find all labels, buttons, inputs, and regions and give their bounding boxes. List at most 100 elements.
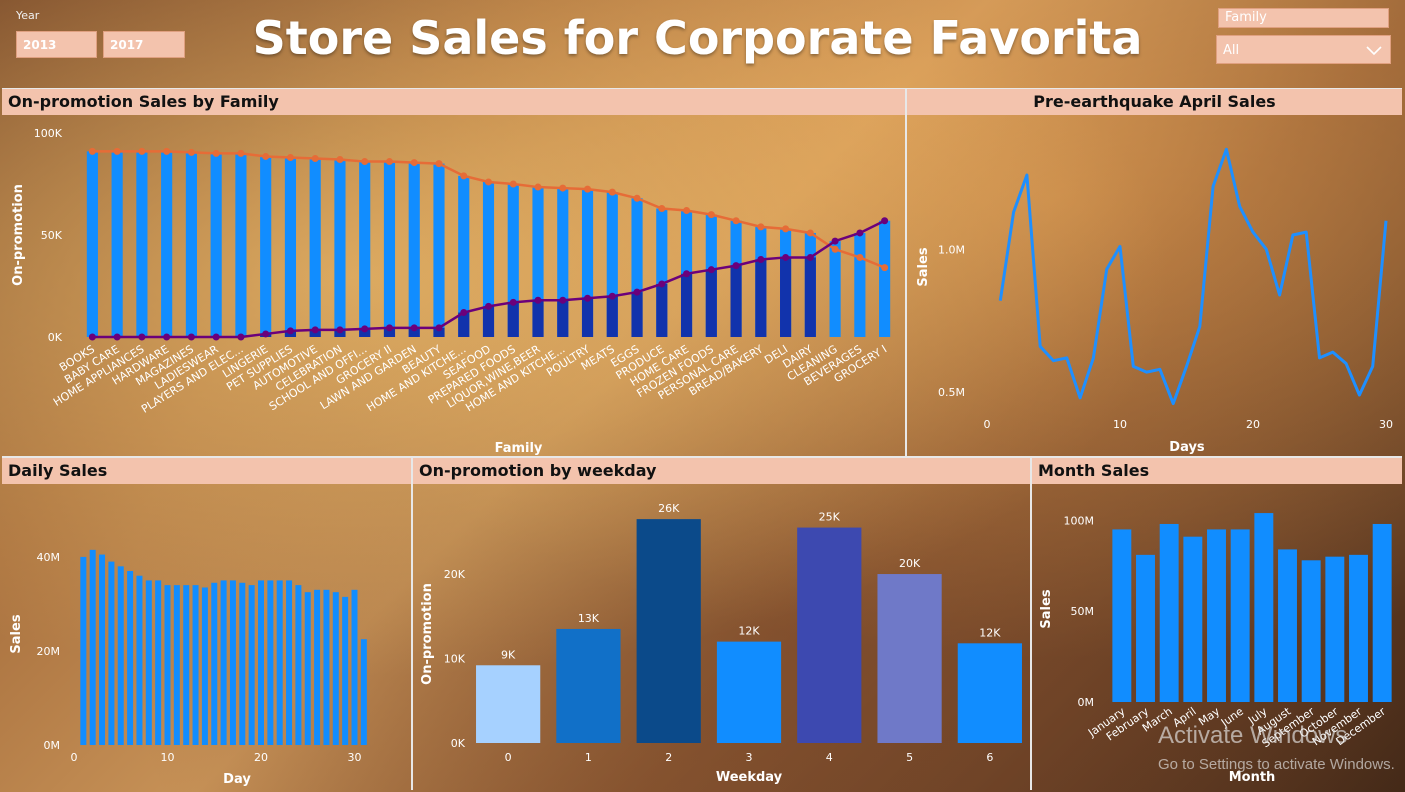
- y-tick-label: 0.5M: [938, 386, 965, 399]
- x-tick-label: 10: [161, 751, 175, 764]
- x-tick-label: 0: [71, 751, 78, 764]
- bar: [476, 665, 541, 743]
- x-tick-label: 30: [348, 751, 362, 764]
- bar: [680, 273, 693, 337]
- data-point: [584, 294, 592, 302]
- bar: [1207, 529, 1226, 702]
- pre-earthquake-chart: 0.5M 1.0M 0 10 20 30 Sales Days: [916, 147, 1393, 455]
- activate-windows-subtitle: Go to Settings to activate Windows.: [1158, 756, 1395, 773]
- bar: [332, 592, 339, 745]
- bar: [183, 585, 190, 745]
- promo-by-family-panel: On-promotion Sales by Family 0K 50K 100K On…: [2, 89, 905, 456]
- data-label: 12K: [979, 626, 1001, 639]
- bar: [117, 566, 124, 745]
- data-point: [88, 147, 96, 155]
- bar: [235, 153, 247, 337]
- data-point: [732, 262, 740, 270]
- month-sales-panel: Month Sales January February March April May…: [1032, 458, 1402, 790]
- year-to-input[interactable]: 2017: [103, 31, 185, 58]
- bar: [145, 580, 152, 745]
- data-point: [336, 156, 344, 164]
- bar: [1325, 556, 1345, 702]
- data-point: [509, 180, 517, 188]
- bar: [309, 158, 321, 337]
- bar: [532, 300, 544, 337]
- bar: [359, 161, 371, 337]
- bar: [192, 585, 199, 745]
- data-point: [881, 264, 889, 272]
- data-point: [559, 296, 567, 304]
- data-point: [534, 183, 542, 191]
- bar: [557, 300, 569, 337]
- bar: [507, 302, 519, 337]
- x-tick-label: 20: [254, 751, 268, 764]
- page-title: Store Sales for Corporate Favorita: [252, 11, 1143, 65]
- x-tick-label: 1: [585, 751, 592, 764]
- bar: [383, 327, 396, 337]
- bar: [220, 580, 227, 745]
- data-point: [361, 325, 369, 333]
- bar: [383, 161, 396, 337]
- x-tick-label: 6: [986, 751, 993, 764]
- bar: [1372, 523, 1392, 702]
- data-point: [237, 149, 245, 157]
- x-axis-label: Days: [1169, 440, 1205, 455]
- family-dropdown[interactable]: All: [1216, 35, 1391, 64]
- bar: [507, 184, 519, 337]
- data-point: [633, 194, 641, 202]
- bar: [267, 580, 274, 745]
- data-point: [138, 147, 146, 155]
- bar: [284, 157, 297, 337]
- data-point: [683, 207, 691, 215]
- data-point: [361, 158, 369, 166]
- data-label: 13K: [578, 612, 600, 625]
- bar: [136, 151, 148, 337]
- y-tick-label: 10K: [444, 653, 466, 666]
- data-label: 25K: [819, 511, 841, 524]
- bar: [211, 582, 218, 745]
- x-tick-label: 4: [826, 751, 833, 764]
- data-point: [856, 229, 864, 237]
- pre-earthquake-panel: Pre-earthquake April Sales 0.5M 1.0M 0 10 20…: [907, 89, 1402, 456]
- data-point: [856, 253, 864, 261]
- x-tick-label: 3: [746, 751, 753, 764]
- y-tick-label: 50M: [1071, 605, 1095, 618]
- data-point: [410, 324, 418, 332]
- bar: [1301, 560, 1321, 702]
- bar: [342, 596, 349, 745]
- bar: [323, 589, 330, 745]
- data-point: [212, 149, 220, 157]
- bar: [258, 580, 264, 745]
- data-point: [286, 153, 294, 161]
- panel-title: Pre-earthquake April Sales: [907, 89, 1402, 115]
- x-tick-label: 2: [665, 751, 672, 764]
- bar: [1254, 513, 1274, 702]
- data-point: [460, 309, 468, 317]
- data-point: [806, 229, 814, 237]
- y-tick-label: 100M: [1064, 514, 1095, 527]
- bar: [80, 556, 87, 745]
- bar: [89, 549, 96, 745]
- data-point: [385, 158, 393, 166]
- year-from-input[interactable]: 2013: [16, 31, 97, 58]
- bar: [111, 151, 123, 337]
- bar: [248, 585, 255, 745]
- data-point: [88, 333, 96, 341]
- divider: [905, 88, 907, 458]
- bar: [229, 580, 236, 745]
- bar: [433, 163, 445, 337]
- bar: [99, 554, 106, 745]
- data-point: [262, 330, 270, 338]
- bar: [309, 329, 321, 337]
- y-axis-label: On-promotion: [11, 184, 26, 286]
- y-tick-label: 0K: [451, 737, 466, 750]
- panel-title: On-promotion Sales by Family: [2, 89, 905, 115]
- promo-by-weekday-panel: On-promotion by weekday 9K 0 13K 1 26K 2 12K 3 2…: [413, 458, 1030, 790]
- year-label: Year: [16, 9, 40, 22]
- bar: [458, 312, 470, 337]
- data-point: [485, 302, 492, 310]
- x-tick-label: 5: [906, 751, 913, 764]
- bar: [304, 592, 311, 745]
- bar: [359, 328, 371, 337]
